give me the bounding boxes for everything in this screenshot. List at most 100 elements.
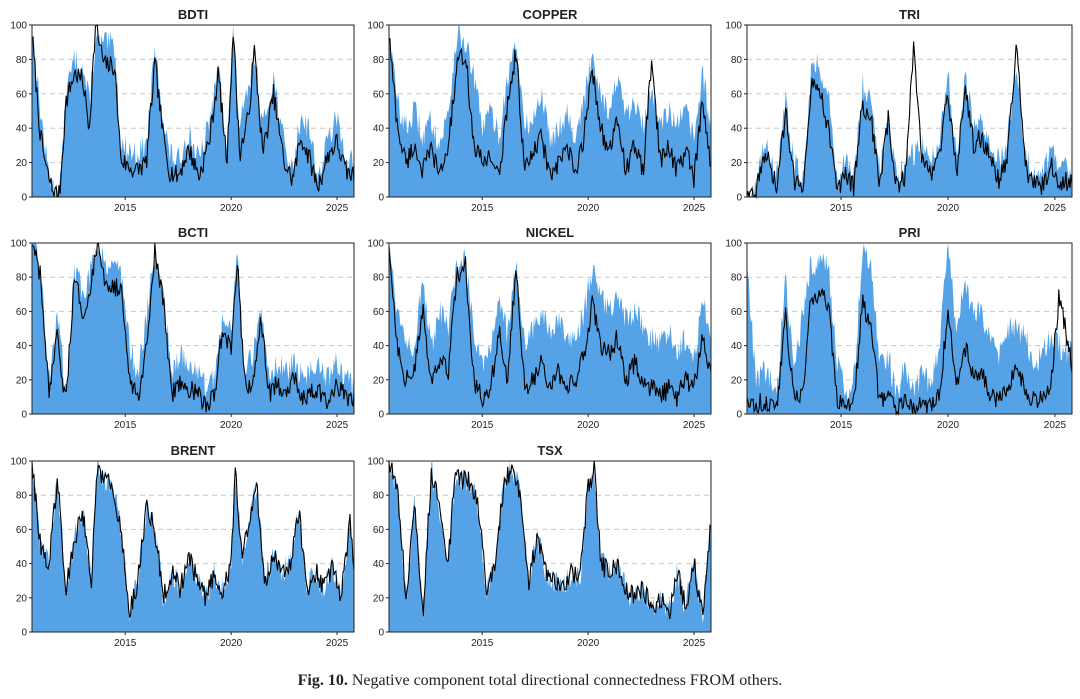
- y-tick-label: 80: [16, 491, 28, 502]
- panel-copper: COPPER 0 20 40 60 80 100 2015 2020 2025: [367, 7, 712, 214]
- x-tick-label: 2025: [326, 420, 349, 431]
- x-tick-label: 2025: [683, 420, 706, 431]
- x-tick-label: 2020: [937, 420, 960, 431]
- x-tick-label: 2025: [1044, 420, 1067, 431]
- y-tick-label: 100: [725, 239, 742, 250]
- y-tick-label: 100: [367, 239, 384, 250]
- y-tick-label: 0: [21, 193, 27, 204]
- plot-frame: [388, 24, 712, 198]
- area-series: [389, 246, 711, 414]
- x-tick-label: 2015: [114, 638, 137, 649]
- plot-frame: [31, 24, 355, 198]
- panel-title: BRENT: [171, 443, 216, 458]
- y-tick-label: 40: [731, 341, 743, 352]
- y-tick-label: 20: [731, 158, 743, 169]
- x-tick-label: 2020: [577, 638, 600, 649]
- line-series: [31, 242, 355, 413]
- panel-title: COPPER: [523, 7, 579, 22]
- y-tick-label: 0: [21, 410, 27, 421]
- line-series: [388, 247, 712, 409]
- y-tick-label: 20: [16, 158, 28, 169]
- y-tick-label: 80: [373, 55, 385, 66]
- y-tick-label: 20: [373, 593, 385, 604]
- y-tick-label: 0: [378, 628, 384, 639]
- line-series: [31, 460, 355, 618]
- y-tick-label: 60: [373, 307, 385, 318]
- line-series: [746, 288, 1073, 416]
- y-tick-label: 100: [367, 457, 384, 468]
- panel-title: TRI: [899, 7, 920, 22]
- y-tick-label: 40: [16, 124, 28, 135]
- y-tick-label: 20: [373, 158, 385, 169]
- plot-frame: [31, 242, 355, 415]
- y-tick-label: 100: [10, 457, 27, 468]
- panel-title: PRI: [899, 225, 921, 240]
- y-tick-label: 20: [16, 593, 28, 604]
- y-tick-label: 60: [16, 89, 28, 100]
- line-series: [31, 24, 355, 198]
- x-tick-label: 2025: [683, 203, 706, 214]
- y-tick-label: 60: [373, 525, 385, 536]
- panel-tri: TRI 0 20 40 60 80 100 2015 2020 2025: [725, 7, 1073, 214]
- area-series: [32, 461, 354, 632]
- y-tick-label: 80: [16, 273, 28, 284]
- x-tick-label: 2020: [220, 420, 243, 431]
- y-tick-label: 60: [373, 89, 385, 100]
- x-tick-label: 2015: [114, 420, 137, 431]
- y-tick-label: 20: [731, 375, 743, 386]
- y-tick-label: 80: [373, 273, 385, 284]
- line-series: [746, 41, 1073, 199]
- x-tick-label: 2020: [577, 420, 600, 431]
- y-tick-label: 80: [16, 55, 28, 66]
- x-tick-label: 2025: [683, 638, 706, 649]
- panel-title: TSX: [537, 443, 563, 458]
- y-tick-label: 20: [16, 375, 28, 386]
- y-tick-label: 60: [16, 307, 28, 318]
- plot-frame: [388, 460, 712, 633]
- x-tick-label: 2020: [937, 203, 960, 214]
- panel-title: BDTI: [178, 7, 208, 22]
- panel-tsx: TSX 0 20 40 60 80 100 2015 2020 2025: [367, 443, 712, 649]
- x-tick-label: 2015: [830, 420, 853, 431]
- y-tick-label: 80: [373, 491, 385, 502]
- panel-brent: BRENT 0 20 40 60 80 100 2015 2020 2025: [10, 443, 355, 649]
- x-tick-label: 2025: [1044, 203, 1067, 214]
- caption-text: Negative component total directional con…: [351, 672, 783, 689]
- panel-title: NICKEL: [526, 225, 574, 240]
- panel-nickel: NICKEL 0 20 40 60 80 100 2015 2020 2025: [367, 225, 712, 431]
- area-series: [747, 52, 1072, 197]
- plot-frame: [31, 460, 355, 633]
- x-tick-label: 2025: [326, 203, 349, 214]
- y-tick-label: 60: [731, 307, 743, 318]
- y-tick-label: 40: [373, 559, 385, 570]
- area-series: [32, 25, 354, 197]
- y-tick-label: 20: [373, 375, 385, 386]
- y-tick-label: 100: [725, 21, 742, 32]
- y-tick-label: 40: [16, 559, 28, 570]
- panel-bdti: BDTI 0 20 40 60 80 100 2015 2020 2025: [10, 7, 355, 214]
- plot-frame: [746, 24, 1073, 198]
- x-tick-label: 2015: [114, 203, 137, 214]
- line-series: [388, 460, 712, 620]
- y-tick-label: 80: [731, 273, 743, 284]
- area-series: [389, 461, 711, 632]
- panel-title: BCTI: [178, 225, 208, 240]
- x-tick-label: 2020: [220, 203, 243, 214]
- y-tick-label: 40: [16, 341, 28, 352]
- y-tick-label: 100: [367, 21, 384, 32]
- x-tick-label: 2015: [471, 420, 494, 431]
- y-tick-label: 40: [373, 341, 385, 352]
- y-tick-label: 0: [378, 193, 384, 204]
- y-tick-label: 0: [736, 193, 742, 204]
- y-tick-label: 0: [21, 628, 27, 639]
- x-tick-label: 2020: [220, 638, 243, 649]
- x-tick-label: 2015: [471, 203, 494, 214]
- y-tick-label: 60: [16, 525, 28, 536]
- y-tick-label: 100: [10, 21, 27, 32]
- x-tick-label: 2015: [830, 203, 853, 214]
- y-tick-label: 100: [10, 239, 27, 250]
- panel-pri: PRI 0 20 40 60 80 100 2015 2020 2025: [725, 225, 1073, 431]
- y-tick-label: 0: [736, 410, 742, 421]
- panel-bcti: BCTI 0 20 40 60 80 100 2015 2020 2025: [10, 225, 355, 431]
